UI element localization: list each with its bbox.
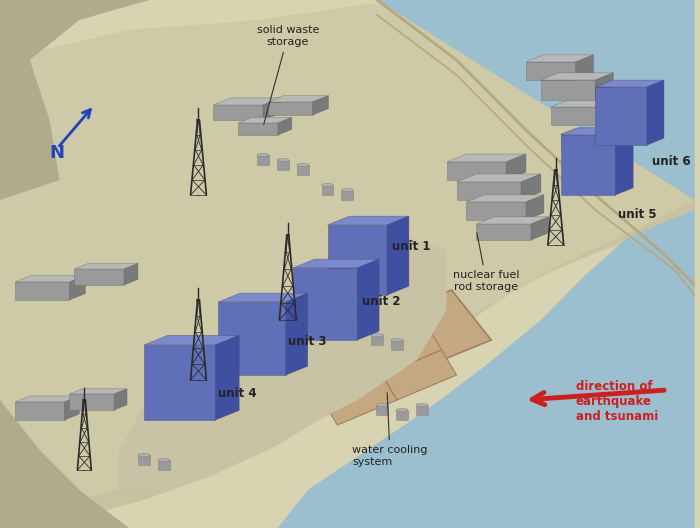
Text: direction of
earthquake
and tsunami: direction of earthquake and tsunami <box>575 380 658 423</box>
Text: unit 1: unit 1 <box>392 240 430 253</box>
Text: unit 6: unit 6 <box>652 155 691 168</box>
Polygon shape <box>328 225 387 295</box>
Polygon shape <box>144 335 239 345</box>
Polygon shape <box>391 340 403 350</box>
Polygon shape <box>214 98 281 105</box>
Polygon shape <box>74 263 138 269</box>
Ellipse shape <box>371 333 383 337</box>
Polygon shape <box>297 165 309 175</box>
Polygon shape <box>238 123 278 135</box>
Polygon shape <box>596 80 664 87</box>
Polygon shape <box>69 394 114 410</box>
Polygon shape <box>218 302 286 375</box>
Polygon shape <box>328 216 409 225</box>
Polygon shape <box>15 396 79 402</box>
Polygon shape <box>278 117 292 135</box>
Polygon shape <box>308 350 382 400</box>
Ellipse shape <box>356 304 368 307</box>
Polygon shape <box>531 217 549 240</box>
Polygon shape <box>216 335 239 420</box>
Polygon shape <box>466 202 526 220</box>
Ellipse shape <box>138 454 150 457</box>
Polygon shape <box>376 405 388 415</box>
Polygon shape <box>647 80 664 145</box>
Polygon shape <box>356 305 368 315</box>
Polygon shape <box>114 389 127 410</box>
Polygon shape <box>138 455 150 465</box>
Polygon shape <box>596 73 613 100</box>
Ellipse shape <box>416 403 428 407</box>
Polygon shape <box>313 96 328 115</box>
Polygon shape <box>447 154 526 162</box>
Ellipse shape <box>342 188 354 192</box>
Polygon shape <box>74 269 124 285</box>
Text: solid waste
storage: solid waste storage <box>257 25 319 124</box>
Polygon shape <box>321 185 333 195</box>
Ellipse shape <box>337 298 349 301</box>
Polygon shape <box>456 182 521 200</box>
Polygon shape <box>416 405 428 415</box>
Polygon shape <box>277 160 289 170</box>
Text: N: N <box>50 144 64 162</box>
Ellipse shape <box>391 338 403 342</box>
Polygon shape <box>293 325 368 375</box>
Polygon shape <box>15 402 64 420</box>
Polygon shape <box>551 101 616 107</box>
Text: unit 3: unit 3 <box>288 335 326 348</box>
Polygon shape <box>293 265 368 315</box>
Polygon shape <box>477 224 531 240</box>
Text: unit 5: unit 5 <box>618 208 657 221</box>
Polygon shape <box>293 259 379 268</box>
Polygon shape <box>69 276 85 300</box>
Polygon shape <box>561 128 634 135</box>
Polygon shape <box>323 375 397 425</box>
Polygon shape <box>218 293 308 302</box>
Polygon shape <box>561 135 615 195</box>
Ellipse shape <box>321 183 333 187</box>
Polygon shape <box>337 300 349 310</box>
Polygon shape <box>144 345 216 420</box>
Polygon shape <box>0 0 149 200</box>
Polygon shape <box>466 195 544 202</box>
Polygon shape <box>447 162 506 180</box>
Polygon shape <box>293 290 491 405</box>
Text: water cooling
system: water cooling system <box>352 393 428 467</box>
Polygon shape <box>268 96 328 102</box>
Polygon shape <box>124 263 138 285</box>
Polygon shape <box>575 55 594 80</box>
Polygon shape <box>214 105 263 120</box>
Polygon shape <box>15 282 69 300</box>
Polygon shape <box>352 240 427 290</box>
Ellipse shape <box>277 158 289 162</box>
Polygon shape <box>286 293 308 375</box>
Polygon shape <box>382 350 456 400</box>
Polygon shape <box>615 128 634 195</box>
Polygon shape <box>541 80 596 100</box>
Polygon shape <box>268 102 313 115</box>
Polygon shape <box>477 217 549 224</box>
Polygon shape <box>387 216 409 295</box>
Polygon shape <box>526 62 575 80</box>
Polygon shape <box>368 265 442 315</box>
Polygon shape <box>561 134 606 150</box>
Polygon shape <box>119 240 447 490</box>
Polygon shape <box>158 460 169 470</box>
Polygon shape <box>526 55 594 62</box>
Polygon shape <box>308 290 382 340</box>
Polygon shape <box>601 101 616 125</box>
Polygon shape <box>456 174 541 182</box>
Polygon shape <box>596 87 647 145</box>
Polygon shape <box>396 410 408 420</box>
Polygon shape <box>541 73 613 80</box>
Polygon shape <box>293 268 357 340</box>
Polygon shape <box>278 0 694 528</box>
Polygon shape <box>0 0 199 180</box>
Polygon shape <box>69 389 127 394</box>
Ellipse shape <box>376 403 388 407</box>
Polygon shape <box>506 154 526 180</box>
Polygon shape <box>263 98 281 120</box>
Polygon shape <box>371 335 383 345</box>
Text: unit 2: unit 2 <box>362 295 400 308</box>
Polygon shape <box>526 195 544 220</box>
